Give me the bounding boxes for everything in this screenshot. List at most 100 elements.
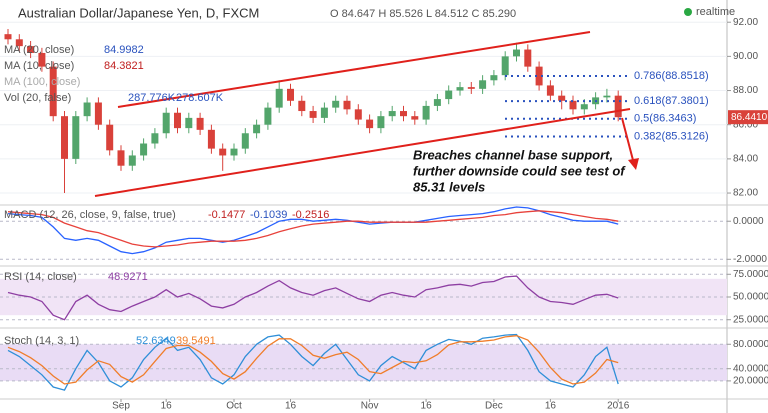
candle-body [309, 111, 317, 118]
x-tick-label: Sep [112, 401, 130, 412]
y-tick-label: 86.00 [733, 119, 758, 130]
band [0, 344, 727, 381]
y-tick-label: 25.0000 [733, 314, 768, 325]
candle-body [298, 100, 306, 112]
candle-body [253, 124, 261, 134]
candle-body [558, 95, 566, 101]
channel-top [117, 31, 591, 108]
y-tick-label: 0.0000 [733, 216, 764, 227]
candle-body [569, 100, 577, 110]
y-tick-label: 82.00 [733, 188, 758, 199]
rsi-value: 48.9271 [108, 271, 148, 283]
candle-body [354, 109, 362, 120]
candle-body [445, 90, 453, 100]
macd-value: -0.1477 [208, 209, 245, 221]
candle-body [456, 87, 464, 91]
ma-value: 84.3821 [104, 60, 144, 72]
candle-body [27, 46, 35, 53]
channel-base [94, 108, 631, 197]
candle-body [366, 119, 374, 129]
y-tick-label: 50.0000 [733, 292, 768, 303]
candle-body [524, 49, 532, 67]
candle-body [174, 112, 181, 129]
x-tick-label: Nov [361, 401, 379, 412]
candle-body [151, 133, 159, 144]
y-tick-label: 40.0000 [733, 363, 768, 374]
candle-body [422, 105, 430, 120]
x-tick-label: Oct [226, 401, 242, 412]
candle-body [546, 85, 554, 96]
candle-body [185, 117, 193, 129]
candle-body [219, 148, 227, 156]
x-tick-label: Dec [485, 401, 503, 412]
candle-body [83, 102, 91, 117]
candle-body [343, 100, 351, 110]
y-tick-label: 84.00 [733, 154, 758, 165]
y-tick-label: 92.00 [733, 17, 758, 28]
annotation: 85.31 levels [413, 179, 485, 194]
candle-body [230, 148, 238, 156]
candle-body [207, 129, 215, 149]
fib-label: 0.382(85.3126) [634, 130, 709, 142]
macd-label: MACD (12, 26, close, 9, false, true) [4, 209, 176, 221]
candle-body [433, 99, 441, 106]
arrow-head [628, 158, 639, 170]
candle-body [388, 111, 396, 117]
candle-body [38, 52, 46, 67]
candle-body [513, 49, 520, 57]
fib-label: 0.786(88.8518) [634, 70, 709, 82]
candle-body [162, 112, 170, 134]
labels: Australian Dollar/Japanese Yen, D, FXCM … [4, 5, 735, 346]
candle-body [264, 107, 272, 125]
stoch-value: 52.6349 [136, 335, 176, 347]
candle-body [196, 117, 204, 130]
candle-body [467, 87, 475, 89]
annotation: Breaches channel base support, [413, 147, 613, 162]
candle-body [287, 88, 294, 101]
macd-value: -0.2516 [292, 209, 329, 221]
candle-body [4, 34, 12, 40]
candle-body [94, 102, 102, 125]
vol-value: 287.776K [128, 92, 176, 104]
candle-body [106, 124, 114, 151]
y-tick-label: 20.0000 [733, 376, 768, 387]
rsi-label: RSI (14, close) [4, 271, 77, 283]
y-tick-label: -2.0000 [733, 254, 767, 265]
candle-body [140, 143, 148, 156]
candle-body [377, 116, 385, 129]
series-line [7, 275, 619, 321]
candle-body [128, 155, 136, 166]
price-marker-label: 86.4410 [731, 112, 768, 123]
y-tick-label: 75.0000 [733, 269, 768, 280]
ma-label: MA (100, close) [4, 76, 80, 88]
candle-body [603, 95, 611, 98]
candle-body [535, 66, 543, 86]
y-tick-label: 90.00 [733, 51, 758, 62]
fib-label: 0.5(86.3463) [634, 113, 696, 125]
x-tick-label: 16 [545, 401, 557, 412]
candle-body [479, 80, 487, 89]
candle-body [49, 66, 57, 117]
x-tick-label: 16 [161, 401, 173, 412]
vol-value: 278.607K [176, 92, 224, 104]
chart-title: Australian Dollar/Japanese Yen, D, FXCM [18, 5, 259, 20]
candle-body [117, 150, 125, 166]
x-tick-label: 16 [285, 401, 297, 412]
candle-body [580, 104, 588, 110]
x-tick-label: 16 [421, 401, 433, 412]
vol-label: Vol (20, false) [4, 92, 71, 104]
candle-body [490, 75, 498, 81]
stoch-value: 39.5491 [176, 335, 216, 347]
arrow-shaft [621, 117, 635, 165]
series-line [7, 335, 619, 385]
candle-body [501, 56, 509, 76]
series-line [7, 333, 619, 391]
ma-label: MA (20, close) [4, 44, 74, 56]
candle-body [275, 88, 283, 108]
y-tick-label: 88.00 [733, 85, 758, 96]
x-tick-label: 2016 [607, 401, 630, 412]
stoch-label: Stoch (14, 3, 1) [4, 335, 79, 347]
plot: 82.00 84.00 86.00 88.00 90.00 92.00 0.786(88.8… [4, 17, 768, 412]
candle-body [411, 116, 419, 120]
